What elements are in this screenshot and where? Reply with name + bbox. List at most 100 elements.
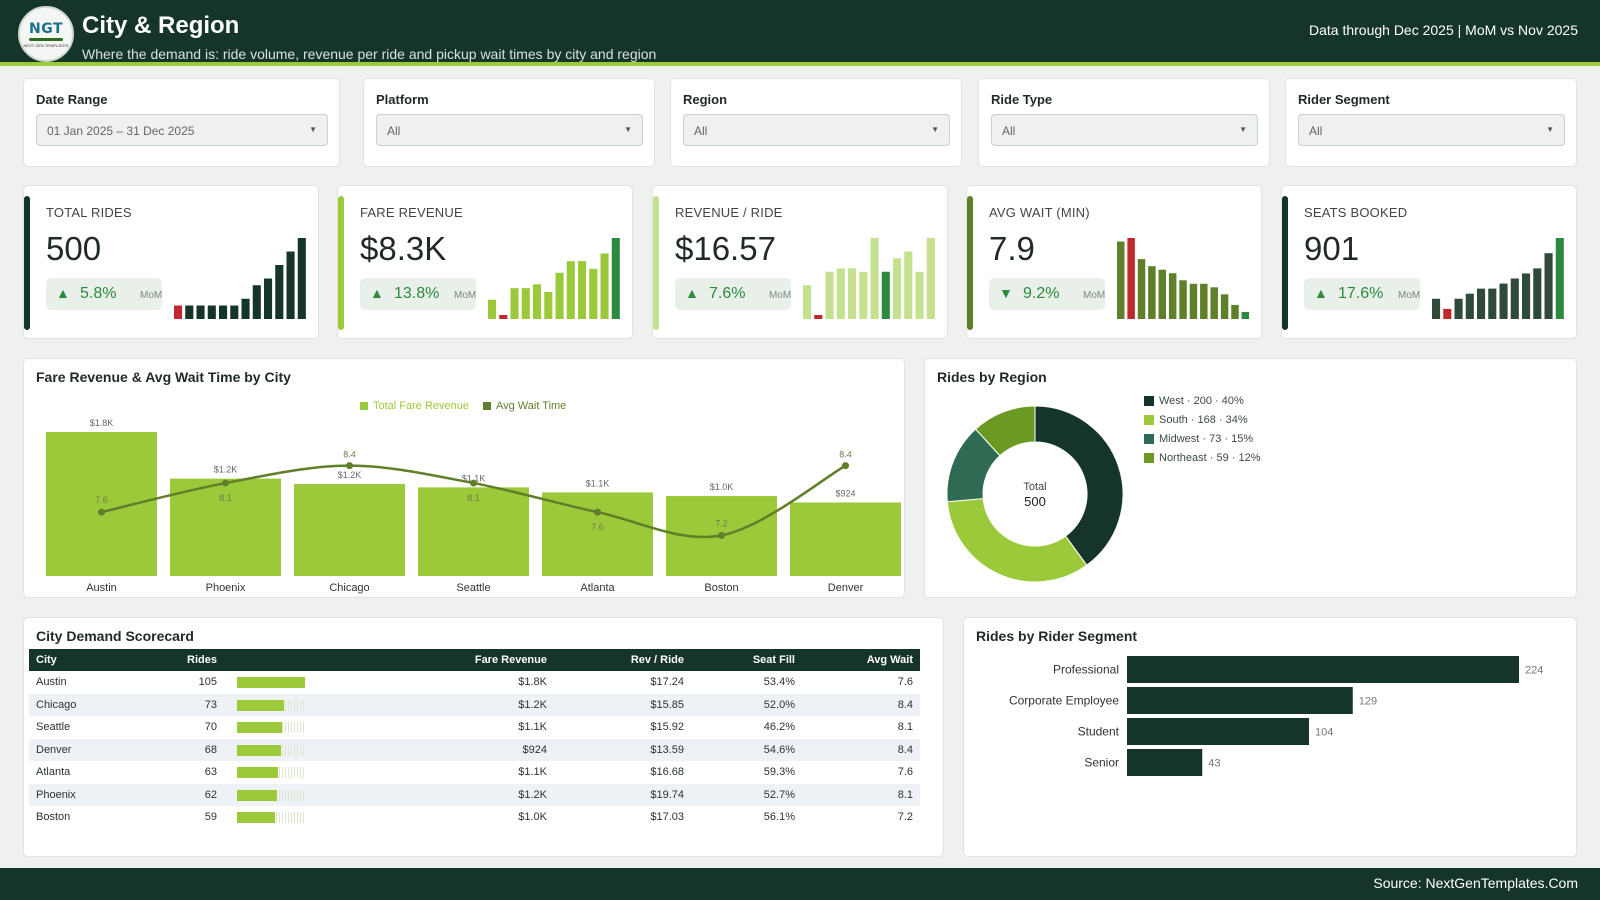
spark-bar xyxy=(803,285,812,319)
cell-city: Denver xyxy=(36,743,72,756)
segment-label: Senior xyxy=(1084,756,1119,770)
cell-city: Phoenix xyxy=(36,788,76,801)
spark-bar xyxy=(1555,238,1564,319)
col-rev-per-ride[interactable]: Rev / Ride xyxy=(630,654,684,666)
bar-data-label: $1.1K xyxy=(462,473,486,483)
spark-bar xyxy=(196,305,205,319)
donut-legend-item: South · 168 · 34% xyxy=(1144,414,1248,426)
category-label: Boston xyxy=(704,582,738,594)
filter-date-range: Date Range 01 Jan 2025 – 31 Dec 2025 ▼ xyxy=(23,78,340,167)
donut-slice-south[interactable] xyxy=(946,498,1088,583)
panel-title: Fare Revenue & Avg Wait Time by City xyxy=(36,369,291,385)
bar-fare-revenue[interactable] xyxy=(170,478,281,576)
rider-segment-select[interactable]: All ▼ xyxy=(1298,114,1565,146)
bar-fare-revenue[interactable] xyxy=(542,492,653,576)
spark-bar xyxy=(230,305,239,319)
category-label: Denver xyxy=(828,582,864,594)
rides-bar-fill xyxy=(237,744,282,756)
avg-wait-point[interactable] xyxy=(222,479,229,487)
avg-wait-point[interactable] xyxy=(842,462,849,470)
table-row[interactable]: Chicago 73 $1.2K $15.85 52.0% 8.4 xyxy=(29,693,920,716)
donut-slice-west[interactable] xyxy=(1034,405,1124,566)
trend-down-icon: ▼ xyxy=(999,285,1013,301)
spark-bar xyxy=(1454,298,1463,319)
cell-rides: 62 xyxy=(204,788,217,801)
avg-wait-point[interactable] xyxy=(98,508,105,516)
kpi-accent xyxy=(967,196,973,330)
company-logo: NGT NEXT GEN TEMPLATES xyxy=(18,6,74,62)
legend-label: Northeast · 59 · 12% xyxy=(1159,452,1261,464)
segment-bar[interactable] xyxy=(1127,749,1203,776)
rides-by-segment-panel: Rides by Rider Segment Professional 224 Co… xyxy=(963,617,1577,857)
cell-avg-wait: 8.1 xyxy=(897,721,913,733)
cell-fare-revenue: $1.8K xyxy=(518,676,547,688)
segment-label: Student xyxy=(1078,725,1120,739)
region-select[interactable]: All ▼ xyxy=(683,114,950,146)
spark-bar xyxy=(1465,293,1474,319)
trend-up-icon: ▲ xyxy=(56,285,70,301)
cell-fare-revenue: $924 xyxy=(522,743,547,756)
panel-title: Rides by Region xyxy=(937,369,1047,385)
table-row[interactable]: Seattle 70 $1.1K $15.92 46.2% 8.1 xyxy=(29,716,920,738)
spark-bar xyxy=(848,268,857,319)
spark-bar xyxy=(893,258,902,319)
col-avg-wait[interactable]: Avg Wait xyxy=(866,654,913,666)
spark-bar xyxy=(510,288,519,319)
table-row[interactable]: Denver 68 $924 $13.59 54.6% 8.4 xyxy=(29,738,920,761)
avg-wait-point[interactable] xyxy=(470,479,477,487)
filter-region: Region All ▼ xyxy=(670,78,962,167)
spark-bar xyxy=(174,305,183,319)
spark-bar xyxy=(1210,287,1218,319)
col-seat-fill[interactable]: Seat Fill xyxy=(752,654,795,666)
cell-rev-per-ride: $19.74 xyxy=(650,788,684,801)
spark-bar xyxy=(207,305,216,319)
cell-avg-wait: 8.4 xyxy=(897,698,913,711)
segment-bar[interactable] xyxy=(1127,718,1309,745)
ride-type-select[interactable]: All ▼ xyxy=(991,114,1258,146)
cell-seat-fill: 46.2% xyxy=(763,721,795,733)
col-city[interactable]: City xyxy=(36,654,57,666)
table-row[interactable]: Phoenix 62 $1.2K $19.74 52.7% 8.1 xyxy=(29,783,920,806)
avg-wait-point[interactable] xyxy=(718,531,725,539)
spark-bar xyxy=(219,305,228,319)
segment-bar[interactable] xyxy=(1127,687,1353,714)
category-label: Seattle xyxy=(456,582,490,594)
spark-bar xyxy=(814,315,823,319)
avg-wait-point[interactable] xyxy=(346,462,353,470)
segment-bar[interactable] xyxy=(1127,656,1519,683)
date-range-select[interactable]: 01 Jan 2025 – 31 Dec 2025 ▼ xyxy=(36,114,328,146)
rides-bar-fill xyxy=(237,812,276,823)
filter-ride-type: Ride Type All ▼ xyxy=(978,78,1270,167)
bar-fare-revenue[interactable] xyxy=(418,487,529,576)
donut-slice-northeast[interactable] xyxy=(974,405,1036,457)
spark-bar xyxy=(1158,269,1167,319)
kpi-delta-badge: ▲ 13.8% MoM xyxy=(360,278,476,310)
table-row[interactable]: Atlanta 63 $1.1K $16.68 59.3% 7.6 xyxy=(29,761,920,783)
trend-up-icon: ▲ xyxy=(370,285,384,301)
logo-swoosh xyxy=(29,37,63,41)
cell-avg-wait: 7.2 xyxy=(897,811,913,823)
cell-avg-wait: 8.4 xyxy=(897,743,913,756)
segment-value: 129 xyxy=(1359,696,1377,708)
avg-wait-point[interactable] xyxy=(594,508,601,516)
cell-seat-fill: 53.4% xyxy=(763,676,795,688)
filter-label: Platform xyxy=(376,92,429,107)
kpi-value: 7.9 xyxy=(989,230,1035,267)
col-rides[interactable]: Rides xyxy=(187,654,217,666)
legend-avg-wait: Avg Wait Time xyxy=(483,400,566,412)
select-value: All xyxy=(387,124,401,138)
cell-city: Austin xyxy=(36,676,67,688)
rides-bar-fill xyxy=(237,722,283,733)
col-fare-revenue[interactable]: Fare Revenue xyxy=(474,654,547,666)
table-row[interactable]: Boston 59 $1.0K $17.03 56.1% 7.2 xyxy=(29,806,920,828)
bar-fare-revenue[interactable] xyxy=(790,502,901,576)
cell-fare-revenue: $1.2K xyxy=(518,698,547,711)
kpi-value: $8.3K xyxy=(360,230,447,267)
cell-avg-wait: 7.6 xyxy=(897,676,913,688)
rides-bar-fill xyxy=(237,789,278,801)
table-row[interactable]: Austin 105 $1.8K $17.24 53.4% 7.6 xyxy=(29,671,920,693)
kpi-delta-badge: ▲ 7.6% MoM xyxy=(675,278,791,310)
bar-data-label: $1.2K xyxy=(338,470,362,480)
bar-fare-revenue[interactable] xyxy=(294,483,405,576)
platform-select[interactable]: All ▼ xyxy=(376,114,643,146)
